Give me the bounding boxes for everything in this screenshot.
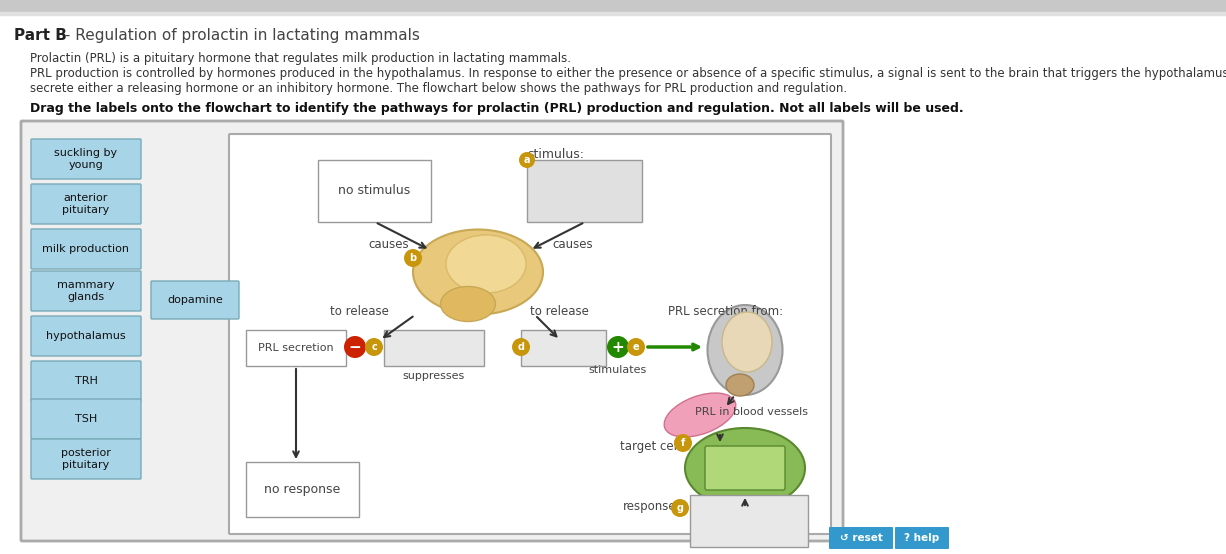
Bar (246, 330, 346, 366)
Text: a: a (524, 155, 531, 165)
Bar (318, 160, 432, 222)
FancyBboxPatch shape (31, 361, 141, 401)
Text: suppresses: suppresses (403, 371, 465, 381)
FancyBboxPatch shape (229, 134, 831, 534)
Bar (690, 495, 808, 547)
Text: milk production: milk production (43, 244, 130, 254)
Bar (0, 12, 1226, 15)
Text: PRL secretion: PRL secretion (259, 343, 333, 353)
FancyBboxPatch shape (31, 399, 141, 439)
Text: PRL in blood vessels: PRL in blood vessels (695, 407, 808, 417)
Circle shape (345, 336, 367, 358)
Circle shape (674, 434, 691, 452)
Text: causes: causes (368, 238, 408, 251)
FancyBboxPatch shape (31, 316, 141, 356)
FancyBboxPatch shape (21, 121, 843, 541)
Bar (527, 160, 642, 222)
Text: ? help: ? help (905, 533, 939, 543)
Text: no response: no response (265, 483, 341, 496)
Text: stimulates: stimulates (588, 365, 647, 375)
FancyBboxPatch shape (31, 229, 141, 269)
Text: c: c (371, 342, 376, 352)
Text: −: − (348, 340, 362, 355)
FancyBboxPatch shape (829, 527, 893, 549)
Text: to release: to release (530, 305, 588, 318)
Text: causes: causes (552, 238, 592, 251)
Ellipse shape (664, 393, 736, 437)
Circle shape (365, 338, 383, 356)
Text: e: e (633, 342, 639, 352)
FancyBboxPatch shape (895, 527, 949, 549)
Circle shape (512, 338, 530, 356)
Bar (0, 0, 1226, 12)
Bar (384, 330, 484, 366)
Text: PRL production is controlled by hormones produced in the hypothalamus. In respon: PRL production is controlled by hormones… (29, 67, 1226, 80)
Text: PRL secretion from:: PRL secretion from: (668, 305, 783, 318)
Circle shape (671, 499, 689, 517)
Text: stimulus:: stimulus: (527, 148, 584, 161)
FancyBboxPatch shape (31, 439, 141, 479)
Text: Prolactin (PRL) is a pituitary hormone that regulates milk production in lactati: Prolactin (PRL) is a pituitary hormone t… (29, 52, 571, 65)
Text: f: f (680, 438, 685, 448)
FancyBboxPatch shape (31, 271, 141, 311)
Text: secrete either a releasing hormone or an inhibitory hormone. The flowchart below: secrete either a releasing hormone or an… (29, 82, 847, 95)
Text: g: g (677, 503, 684, 513)
Bar (246, 462, 359, 517)
FancyBboxPatch shape (31, 139, 141, 179)
Ellipse shape (446, 235, 526, 293)
Text: b: b (409, 253, 417, 263)
Circle shape (405, 249, 422, 267)
Text: Drag the labels onto the flowchart to identify the pathways for prolactin (PRL) : Drag the labels onto the flowchart to id… (29, 102, 964, 115)
Text: TSH: TSH (75, 414, 97, 424)
Text: - Regulation of prolactin in lactating mammals: - Regulation of prolactin in lactating m… (60, 28, 419, 43)
Text: response:: response: (623, 500, 680, 513)
Ellipse shape (413, 229, 543, 315)
Text: dopamine: dopamine (167, 295, 223, 305)
Text: suckling by
young: suckling by young (54, 148, 118, 170)
Bar (521, 330, 606, 366)
FancyBboxPatch shape (705, 446, 785, 490)
Text: no stimulus: no stimulus (338, 184, 411, 197)
Ellipse shape (722, 312, 772, 372)
Text: Part B: Part B (13, 28, 67, 43)
Ellipse shape (707, 305, 782, 395)
Text: to release: to release (330, 305, 389, 318)
Text: +: + (612, 340, 624, 355)
Ellipse shape (685, 428, 805, 508)
Text: posterior
pituitary: posterior pituitary (61, 448, 110, 470)
Text: TRH: TRH (75, 376, 97, 386)
Text: anterior
pituitary: anterior pituitary (63, 193, 109, 215)
Text: mammary
glands: mammary glands (58, 280, 115, 302)
Text: d: d (517, 342, 525, 352)
FancyBboxPatch shape (31, 184, 141, 224)
Ellipse shape (440, 286, 495, 321)
Circle shape (626, 338, 645, 356)
Circle shape (607, 336, 629, 358)
FancyBboxPatch shape (151, 281, 239, 319)
Circle shape (519, 152, 535, 168)
Text: hypothalamus: hypothalamus (47, 331, 126, 341)
Text: target cells:: target cells: (620, 440, 690, 453)
Text: ↺ reset: ↺ reset (840, 533, 883, 543)
Ellipse shape (726, 374, 754, 396)
